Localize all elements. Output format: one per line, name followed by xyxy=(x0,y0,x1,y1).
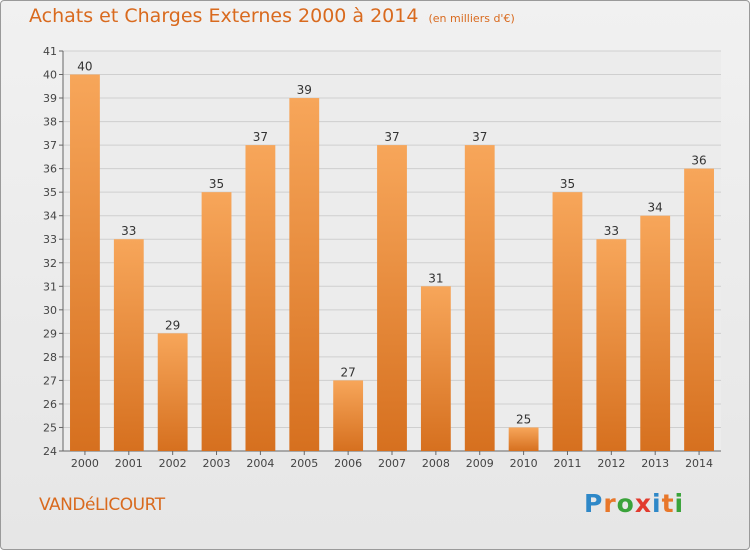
data-label: 36 xyxy=(691,154,706,168)
bar xyxy=(508,427,539,451)
x-tick-label: 2000 xyxy=(71,457,99,470)
logo-letter: o xyxy=(616,489,635,518)
data-label: 25 xyxy=(516,412,531,426)
data-label: 37 xyxy=(472,130,487,144)
bar xyxy=(420,286,451,451)
logo-letter: P xyxy=(584,489,604,518)
bar xyxy=(684,168,714,451)
data-label: 37 xyxy=(253,130,268,144)
chart-title: Achats et Charges Externes 2000 à 2014 (e… xyxy=(29,5,515,33)
y-tick-label: 30 xyxy=(43,304,57,317)
y-tick-label: 26 xyxy=(43,398,57,411)
bar xyxy=(377,145,407,451)
bar xyxy=(596,239,627,451)
data-label: 35 xyxy=(560,177,575,191)
bars xyxy=(70,74,714,452)
y-tick-label: 31 xyxy=(43,280,57,293)
x-tick-label: 2010 xyxy=(510,457,538,470)
y-tick-label: 29 xyxy=(43,327,57,340)
bar xyxy=(333,380,364,451)
bar xyxy=(245,145,276,451)
y-tick-label: 25 xyxy=(43,421,57,434)
y-tick-label: 36 xyxy=(43,163,57,176)
data-label: 33 xyxy=(604,224,619,238)
y-tick-label: 40 xyxy=(43,69,57,82)
bar xyxy=(70,74,100,451)
proxiti-logo: Proxiti xyxy=(584,489,684,523)
x-tick-label: 2002 xyxy=(159,457,187,470)
y-tick-label: 39 xyxy=(43,92,57,105)
y-tick-label: 32 xyxy=(43,257,57,270)
x-tick-label: 2013 xyxy=(641,457,669,470)
y-tick-label: 41 xyxy=(43,45,57,58)
bar xyxy=(113,239,144,451)
x-tick-label: 2005 xyxy=(290,457,318,470)
data-label: 35 xyxy=(209,177,224,191)
data-label: 33 xyxy=(121,224,136,238)
y-tick-label: 35 xyxy=(43,186,57,199)
data-label: 40 xyxy=(77,60,92,74)
y-tick-label: 28 xyxy=(43,351,57,364)
logo-letter: t xyxy=(661,489,675,518)
data-label: 37 xyxy=(384,130,399,144)
unit-text: (en milliers d'€) xyxy=(428,12,515,25)
x-tick-label: 2004 xyxy=(246,457,274,470)
x-tick-label: 2008 xyxy=(422,457,450,470)
logo-letter: x xyxy=(634,489,652,518)
y-tick-label: 37 xyxy=(43,139,57,152)
data-label: 34 xyxy=(648,201,663,215)
title-text: Achats et Charges Externes 2000 à 2014 xyxy=(29,5,419,27)
data-label: 29 xyxy=(165,318,180,332)
bar xyxy=(157,333,188,451)
bar xyxy=(552,192,583,452)
x-tick-label: 2011 xyxy=(553,457,581,470)
labels: 40 2000 33 2001 29 2002 35 2003 37 2004 39 2005 27 20… xyxy=(71,60,713,470)
y-tick-label: 33 xyxy=(43,233,57,246)
y-tick-label: 34 xyxy=(43,210,57,223)
data-label: 39 xyxy=(297,83,312,97)
data-label: 31 xyxy=(428,271,443,285)
x-tick-label: 2003 xyxy=(203,457,231,470)
commune-name: VANDéLICOURT xyxy=(39,495,165,515)
logo-letter: i xyxy=(652,489,662,518)
bar xyxy=(289,98,320,451)
y-tick-label: 27 xyxy=(43,374,57,387)
x-tick-label: 2007 xyxy=(378,457,406,470)
y-tick-label: 38 xyxy=(43,116,57,129)
logo-letter: r xyxy=(603,489,617,518)
bar xyxy=(201,192,232,452)
x-tick-label: 2006 xyxy=(334,457,362,470)
x-tick-label: 2012 xyxy=(597,457,625,470)
logo-letter: i xyxy=(674,489,685,518)
y-tick-label: 24 xyxy=(43,445,57,458)
bar xyxy=(464,145,495,451)
x-tick-label: 2009 xyxy=(466,457,494,470)
data-label: 27 xyxy=(340,365,355,379)
bar xyxy=(640,215,671,451)
x-tick-label: 2001 xyxy=(115,457,143,470)
x-tick-label: 2014 xyxy=(685,457,713,470)
